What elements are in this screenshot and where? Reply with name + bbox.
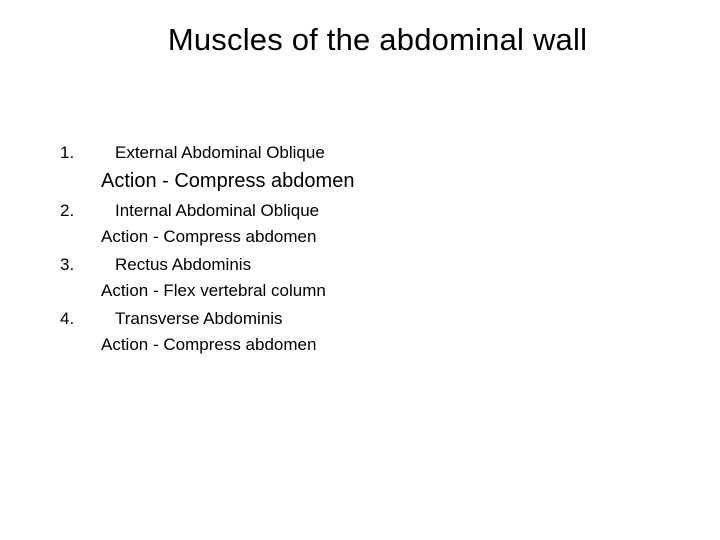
item-number: 2.: [60, 198, 115, 224]
list-item: 4. Transverse Abdominis Action - Compres…: [60, 306, 354, 358]
list-item: 3. Rectus Abdominis Action - Flex verteb…: [60, 252, 354, 304]
slide-title: Muscles of the abdominal wall: [0, 22, 720, 58]
muscle-list: 1. External Abdominal Oblique Action - C…: [60, 140, 354, 360]
item-body: Transverse Abdominis Action - Compress a…: [115, 306, 316, 358]
list-item: 2. Internal Abdominal Oblique Action - C…: [60, 198, 354, 250]
muscle-action: Action - Compress abdomen: [101, 332, 316, 358]
muscle-name: Rectus Abdominis: [115, 252, 326, 278]
item-body: Rectus Abdominis Action - Flex vertebral…: [115, 252, 326, 304]
item-number: 3.: [60, 252, 115, 278]
item-number: 1.: [60, 140, 115, 166]
muscle-name: Internal Abdominal Oblique: [115, 198, 319, 224]
item-number: 4.: [60, 306, 115, 332]
item-body: Internal Abdominal Oblique Action - Comp…: [115, 198, 319, 250]
muscle-name: External Abdominal Oblique: [115, 140, 354, 166]
muscle-action: Action - Compress abdomen: [101, 224, 319, 250]
muscle-name: Transverse Abdominis: [115, 306, 316, 332]
muscle-action: Action - Compress abdomen: [101, 166, 354, 196]
item-body: External Abdominal Oblique Action - Comp…: [115, 140, 354, 196]
list-item: 1. External Abdominal Oblique Action - C…: [60, 140, 354, 196]
muscle-action: Action - Flex vertebral column: [101, 278, 326, 304]
